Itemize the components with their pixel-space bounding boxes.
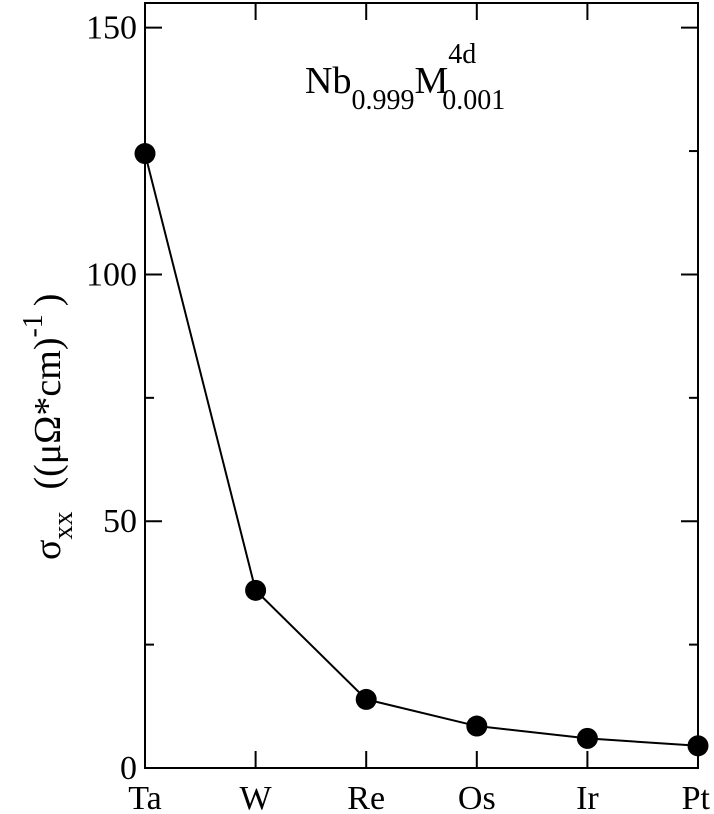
title-base-nb: Nb bbox=[305, 60, 351, 102]
ylabel-close: ) bbox=[27, 294, 69, 307]
data-point-re bbox=[355, 688, 377, 710]
ylabel-units: ((μΩ*cm) bbox=[27, 338, 69, 490]
plot-frame bbox=[144, 2, 699, 769]
x-tick-label-pt: Pt bbox=[682, 780, 711, 814]
y-tick-label: 100 bbox=[86, 256, 137, 293]
title-base-m: M bbox=[414, 60, 448, 102]
x-tick-label-w: W bbox=[240, 780, 273, 814]
y-tick-label: 0 bbox=[120, 750, 137, 787]
x-tick-label-re: Re bbox=[347, 780, 385, 814]
ylabel-subscript: xx bbox=[48, 512, 79, 540]
ylabel-sigma: σ bbox=[27, 540, 69, 560]
tick-labels: 0 50 100 150 Ta W Re Os Ir Pt bbox=[86, 10, 711, 814]
axis-ticks bbox=[144, 3, 699, 769]
x-tick-label-ir: Ir bbox=[576, 780, 599, 814]
x-tick-label-ta: Ta bbox=[128, 780, 162, 814]
x-tick-label-os: Os bbox=[458, 780, 496, 814]
y-axis-label: σxx ((μΩ*cm)-1) bbox=[18, 294, 79, 560]
data-point-ir bbox=[576, 727, 598, 749]
title-sub-0001: 0.001 bbox=[442, 85, 505, 116]
ylabel-superscript: -1 bbox=[18, 314, 49, 337]
data-point-os bbox=[466, 715, 488, 737]
data-point-w bbox=[245, 579, 267, 601]
chart-title: Nb0.999M4d 0.001 bbox=[305, 39, 505, 116]
data-point-pt bbox=[687, 735, 709, 757]
title-sup-4d: 4d bbox=[448, 39, 476, 70]
title-sub-0999: 0.999 bbox=[351, 85, 414, 116]
y-tick-label: 150 bbox=[86, 10, 137, 47]
data-series bbox=[134, 143, 709, 757]
series-line bbox=[144, 153, 699, 747]
y-tick-label: 50 bbox=[103, 503, 137, 540]
data-point-ta bbox=[134, 143, 156, 165]
